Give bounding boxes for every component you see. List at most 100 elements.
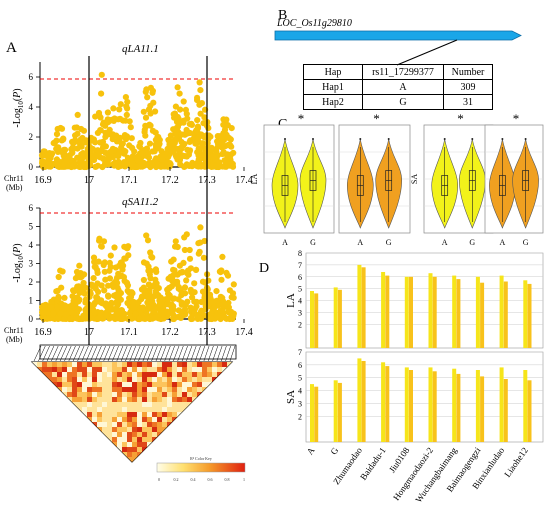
ld-cell <box>107 417 112 422</box>
ld-cell <box>62 407 67 412</box>
ld-cell <box>222 457 227 462</box>
ld-cell <box>87 442 92 447</box>
snp-point <box>138 296 145 303</box>
snp-point <box>230 149 237 156</box>
ld-cell <box>127 362 132 367</box>
ld-cell <box>137 452 142 457</box>
y-tick-label: 4 <box>29 102 34 112</box>
ld-cell <box>102 417 107 422</box>
ld-cell <box>222 447 227 452</box>
ld-cell <box>67 362 72 367</box>
bar <box>314 386 319 442</box>
snp-point <box>129 300 136 307</box>
ld-cell <box>227 392 232 397</box>
ld-cell <box>52 452 57 457</box>
ld-cell <box>147 362 152 367</box>
ld-cell <box>32 377 37 382</box>
ld-cell <box>67 412 72 417</box>
ld-cell <box>42 372 47 377</box>
ld-cell <box>47 427 52 432</box>
snp-point <box>53 288 60 295</box>
snp-point <box>230 281 237 288</box>
ld-cell <box>142 377 147 382</box>
ld-cell <box>57 437 62 442</box>
snp-point <box>74 138 81 145</box>
snp-point <box>106 126 113 133</box>
ld-cell <box>62 427 67 432</box>
ld-cell <box>172 457 177 462</box>
ld-cell <box>197 362 202 367</box>
snp-point <box>90 254 98 261</box>
snp-point <box>181 163 188 170</box>
ld-cell <box>47 377 52 382</box>
ld-cell <box>182 372 187 377</box>
ld-cell <box>217 372 222 377</box>
ld-cell <box>182 362 187 367</box>
snp-point <box>97 114 104 121</box>
ld-cell <box>162 362 167 367</box>
y-tick-label: 2 <box>298 320 302 329</box>
ld-cell <box>102 437 107 442</box>
ld-cell <box>212 452 217 457</box>
snp-point <box>147 102 154 109</box>
ld-marker-line <box>120 345 128 362</box>
ld-cell <box>112 412 117 417</box>
violin-outlier <box>387 138 390 140</box>
ld-marker-line <box>160 345 167 362</box>
ld-cell <box>132 447 137 452</box>
ld-cell <box>32 432 37 437</box>
ld-cell <box>112 422 117 427</box>
snp-point <box>117 101 124 108</box>
snp-point <box>196 248 203 255</box>
snp-point <box>126 118 133 125</box>
ld-marker-line <box>168 345 175 362</box>
ld-marker-line <box>72 345 81 362</box>
ld-cell <box>142 372 147 377</box>
ld-cell <box>57 387 62 392</box>
ld-cell <box>47 417 52 422</box>
ld-cell <box>52 382 57 387</box>
ld-cell <box>152 437 157 442</box>
ld-cell <box>217 397 222 402</box>
ld-cell <box>197 432 202 437</box>
ld-cell <box>97 422 102 427</box>
chrom-label-1: Chr11 <box>4 174 24 183</box>
ld-cell <box>222 412 227 417</box>
snp-point <box>108 299 115 306</box>
ld-cell <box>152 427 157 432</box>
ld-cell <box>157 397 162 402</box>
ld-cell <box>167 417 172 422</box>
ld-cell <box>122 367 127 372</box>
ld-marker-lines <box>33 345 236 362</box>
snp-point <box>228 125 235 132</box>
ld-cell <box>227 417 232 422</box>
ld-cell <box>87 362 92 367</box>
ld-cell <box>47 437 52 442</box>
ld-cell <box>52 417 57 422</box>
snp-point <box>100 155 107 163</box>
ld-cell <box>57 422 62 427</box>
ld-cell <box>212 427 217 432</box>
snp-point <box>82 315 89 322</box>
significance-star: * <box>298 111 305 126</box>
snp-point <box>143 232 150 239</box>
ld-marker-line <box>77 345 85 362</box>
ld-cell <box>92 372 97 377</box>
ld-cell <box>127 372 132 377</box>
ld-cell <box>112 377 117 382</box>
snp-point <box>94 315 101 322</box>
snp-point <box>186 138 193 145</box>
ld-cell <box>92 452 97 457</box>
ld-cell <box>32 367 37 372</box>
ld-cell <box>207 442 212 447</box>
ld-cell <box>112 437 117 442</box>
snp-point <box>112 159 119 166</box>
ld-cell <box>177 362 182 367</box>
ld-cell <box>192 372 197 377</box>
ld-cell <box>117 377 122 382</box>
ld-cell <box>207 407 212 412</box>
ld-cell <box>82 442 87 447</box>
ld-cell <box>97 377 102 382</box>
snp-point <box>177 106 184 113</box>
ld-cell <box>92 447 97 452</box>
